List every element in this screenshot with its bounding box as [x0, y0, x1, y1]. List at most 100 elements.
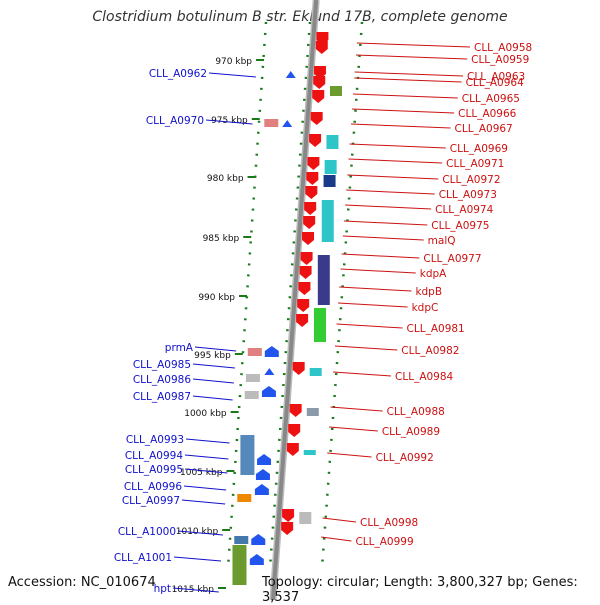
scale-tick-label: 1000 kbp	[184, 409, 227, 419]
gene-block	[313, 308, 326, 342]
gene-arrow-forward	[281, 522, 294, 535]
left-leader-line	[192, 378, 234, 384]
gene-arrow-forward	[312, 90, 325, 103]
gene-block	[247, 348, 262, 356]
left-gene-label: CLL_A0986	[133, 374, 192, 386]
gene-block	[237, 494, 252, 502]
genome-backbone	[270, 0, 319, 600]
left-leader-line	[177, 530, 223, 536]
right-leader-line	[333, 371, 392, 377]
gene-block	[240, 435, 255, 475]
left-gene-label: hpt	[154, 583, 171, 595]
right-leader-line	[321, 536, 352, 542]
gene-arrow-reverse	[255, 469, 270, 480]
gene-arrow-reverse	[264, 346, 279, 357]
right-gene-label: CLL_A0977	[423, 253, 481, 265]
left-leader-line	[192, 395, 233, 401]
right-leader-line	[336, 323, 403, 329]
right-gene-label: CLL_A0999	[355, 536, 413, 548]
right-leader-line	[354, 77, 462, 83]
gene-block	[329, 86, 342, 96]
gene-arrow-reverse	[251, 534, 266, 545]
gene-arrow-forward	[297, 299, 310, 312]
gene-arrow-forward	[306, 172, 319, 185]
right-leader-line	[334, 345, 398, 351]
gene-arrow-reverse	[254, 484, 269, 495]
topology-label: Topology: circular; Length: 3,800,327 bp…	[262, 575, 578, 605]
right-gene-label: kdpA	[420, 268, 447, 280]
right-gene-label: CLL_A0982	[401, 345, 459, 357]
right-leader-line	[339, 286, 412, 292]
gene-arrow-forward	[282, 509, 295, 522]
right-gene-label: CLL_A0992	[376, 452, 434, 464]
gene-arrow-forward	[289, 404, 302, 417]
right-leader-line	[330, 406, 383, 412]
gene-arrow-forward	[302, 232, 315, 245]
right-leader-line	[355, 54, 468, 60]
gene-arrow-forward	[313, 76, 326, 89]
scale-tick-label: 1010 kbp	[176, 527, 219, 537]
right-leader-line	[338, 302, 408, 308]
inner-dotted-track	[268, 21, 312, 569]
right-gene-label: CLL_A0959	[471, 54, 529, 66]
scale-tick-label: 970 kbp	[215, 57, 252, 67]
right-leader-line	[352, 108, 455, 114]
gene-block	[264, 119, 279, 127]
right-gene-label: CLL_A0988	[387, 406, 445, 418]
gene-block	[234, 536, 249, 544]
scale-tick-label: 1005 kbp	[180, 468, 223, 478]
right-gene-label: malQ	[428, 235, 456, 247]
right-gene-label: CLL_A0984	[395, 371, 454, 383]
left-gene-label: CLL_A0985	[133, 359, 191, 371]
right-leader-line	[350, 123, 451, 129]
gene-block	[321, 200, 334, 242]
left-leader-line	[172, 587, 219, 593]
right-gene-label: CLL_A0963	[467, 71, 525, 83]
right-leader-line	[342, 235, 424, 241]
right-leader-line	[322, 517, 357, 523]
right-gene-label: CLL_A0967	[455, 123, 513, 135]
left-leader-line	[184, 468, 228, 474]
left-leader-line	[194, 346, 237, 352]
gene-arrow-forward	[315, 41, 328, 54]
scale-tick-label: 995 kbp	[194, 351, 231, 361]
left-gene-label: CLL_A0987	[133, 391, 191, 403]
gene-arrow-reverse	[282, 120, 293, 127]
scale-tick-label: 990 kbp	[198, 293, 235, 303]
right-gene-label: CLL_A0971	[446, 158, 504, 170]
left-leader-line	[205, 119, 253, 125]
left-gene-label: CLL_A0996	[124, 481, 183, 493]
right-leader-line	[354, 71, 464, 77]
gene-arrow-forward	[296, 314, 309, 327]
left-gene-label: CLL_A0962	[149, 68, 207, 80]
map-title: Clostridium botulinum B str. Eklund 17B,…	[92, 9, 508, 25]
right-leader-line	[340, 268, 416, 274]
gene-block	[244, 391, 259, 399]
left-leader-line	[183, 485, 227, 491]
left-leader-line	[208, 72, 256, 78]
right-leader-line	[348, 158, 443, 164]
scale-tick-label: 975 kbp	[211, 116, 248, 126]
right-gene-label: CLL_A0972	[442, 174, 500, 186]
gene-block	[306, 408, 319, 416]
gene-arrow-reverse	[261, 386, 276, 397]
gene-arrow-forward	[305, 186, 318, 199]
gene-arrow-forward	[310, 112, 323, 125]
left-leader-line	[181, 499, 226, 505]
right-gene-label: kdpB	[415, 286, 442, 298]
right-gene-label: CLL_A0969	[450, 143, 508, 155]
gene-arrow-forward	[288, 424, 301, 437]
scale-tick-label: 985 kbp	[203, 234, 240, 244]
gene-block	[245, 374, 260, 382]
gene-arrow-forward	[292, 362, 305, 375]
right-leader-line	[347, 174, 439, 180]
right-leader-line	[343, 220, 428, 226]
accession-label: Accession: NC_010674	[8, 575, 156, 590]
left-leader-line	[184, 454, 229, 460]
right-leader-line	[346, 189, 435, 195]
right-gene-label: CLL_A0981	[407, 323, 465, 335]
left-gene-label: CLL_A0970	[146, 115, 204, 127]
gene-block	[317, 255, 330, 305]
